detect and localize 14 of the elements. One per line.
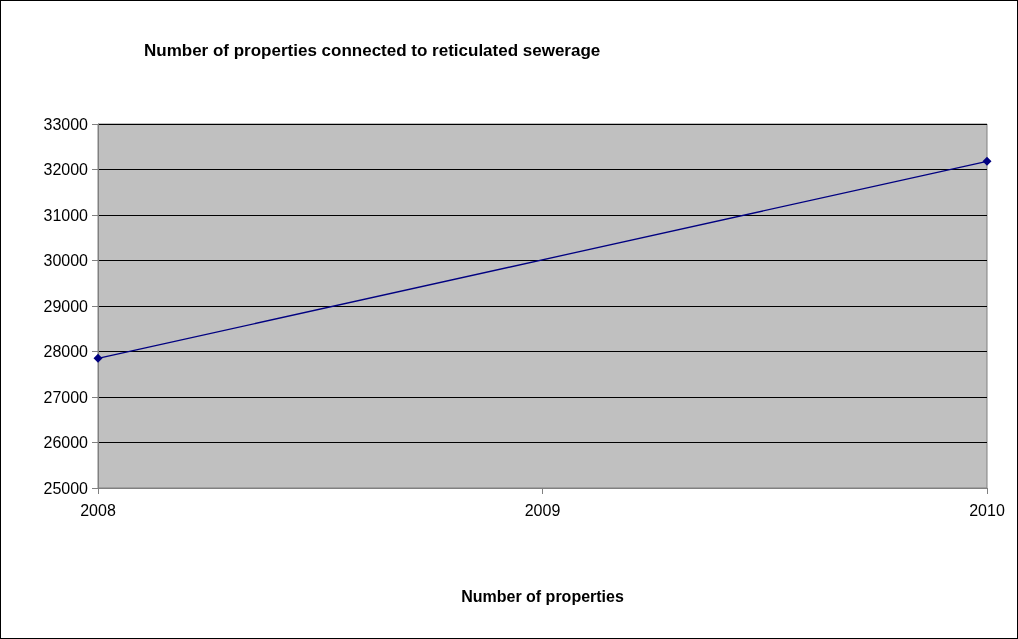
x-tick-label: 2009 [524,501,561,519]
y-tick-label: 27000 [43,388,89,406]
x-tick-label: 2010 [969,501,1005,519]
y-tick-label: 25000 [43,479,89,497]
y-tick-label: 26000 [43,434,89,451]
y-tick-label: 31000 [43,206,89,224]
y-tick-label: 33000 [43,115,89,133]
chart-title: Number of properties connected to reticulated sewerage [144,41,601,60]
y-tick-label: 30000 [43,252,89,269]
y-tick-label: 32000 [43,161,89,178]
x-tick-label: 2008 [80,501,116,519]
y-tick-label: 28000 [43,343,89,360]
x-axis-title: Number of properties [461,587,624,605]
y-tick-label: 29000 [43,297,89,315]
